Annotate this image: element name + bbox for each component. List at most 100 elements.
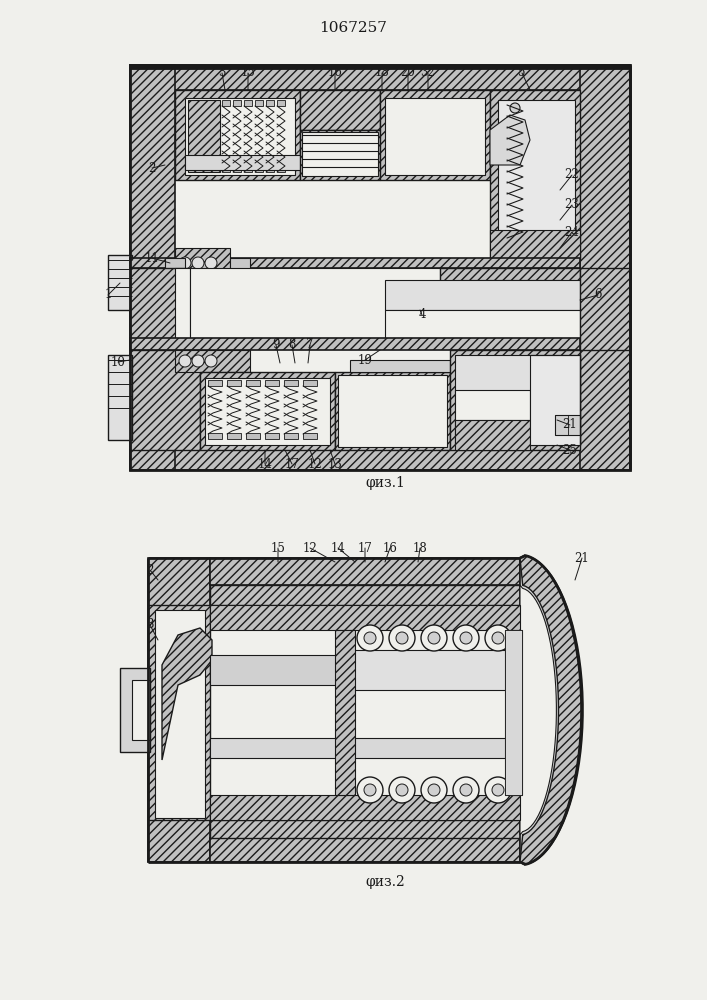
Text: 21: 21 <box>563 418 578 432</box>
Polygon shape <box>380 90 490 180</box>
Polygon shape <box>490 90 580 260</box>
Polygon shape <box>205 378 330 445</box>
Polygon shape <box>350 360 450 372</box>
Polygon shape <box>385 310 580 340</box>
Polygon shape <box>185 155 370 170</box>
Polygon shape <box>462 282 558 335</box>
Polygon shape <box>300 130 380 180</box>
Polygon shape <box>148 558 210 862</box>
Circle shape <box>389 777 415 803</box>
Polygon shape <box>130 65 175 470</box>
Polygon shape <box>490 115 530 165</box>
Polygon shape <box>210 738 520 758</box>
Polygon shape <box>338 375 447 447</box>
Circle shape <box>510 103 520 113</box>
Polygon shape <box>505 630 522 795</box>
Polygon shape <box>277 100 285 106</box>
Polygon shape <box>200 372 335 450</box>
Polygon shape <box>130 268 190 340</box>
Polygon shape <box>302 132 378 176</box>
Circle shape <box>453 625 479 651</box>
Circle shape <box>192 257 204 269</box>
Text: 8: 8 <box>288 338 296 352</box>
Polygon shape <box>130 350 200 450</box>
Polygon shape <box>303 380 317 386</box>
Polygon shape <box>210 605 520 630</box>
Circle shape <box>485 777 511 803</box>
Text: 11: 11 <box>145 251 159 264</box>
Polygon shape <box>175 248 230 278</box>
Polygon shape <box>233 166 241 172</box>
Text: 17: 17 <box>358 542 373 554</box>
Polygon shape <box>244 100 252 106</box>
Polygon shape <box>246 433 260 439</box>
Polygon shape <box>335 372 450 450</box>
Polygon shape <box>210 795 520 820</box>
Circle shape <box>179 257 191 269</box>
Circle shape <box>453 777 479 803</box>
Polygon shape <box>210 820 520 838</box>
Polygon shape <box>185 98 295 175</box>
Text: 12: 12 <box>308 458 322 471</box>
Polygon shape <box>222 100 230 106</box>
Polygon shape <box>244 166 252 172</box>
Polygon shape <box>580 65 630 470</box>
Text: 14: 14 <box>257 458 272 471</box>
Text: 7: 7 <box>306 338 314 352</box>
Polygon shape <box>277 166 285 172</box>
Polygon shape <box>233 100 241 106</box>
Text: 18: 18 <box>413 542 427 554</box>
Circle shape <box>492 784 504 796</box>
Polygon shape <box>148 605 210 820</box>
Circle shape <box>364 632 376 644</box>
Circle shape <box>460 784 472 796</box>
Text: 16: 16 <box>327 66 342 80</box>
Polygon shape <box>265 380 279 386</box>
Text: 1067257: 1067257 <box>319 21 387 35</box>
Polygon shape <box>255 166 263 172</box>
Circle shape <box>364 784 376 796</box>
Polygon shape <box>210 585 520 605</box>
Polygon shape <box>520 555 582 865</box>
Polygon shape <box>165 258 185 272</box>
Text: 1: 1 <box>105 288 112 302</box>
Text: φиз.2: φиз.2 <box>365 875 405 889</box>
Polygon shape <box>227 433 241 439</box>
Polygon shape <box>450 350 580 450</box>
Text: 18: 18 <box>375 66 390 80</box>
Text: 15: 15 <box>271 542 286 554</box>
Polygon shape <box>190 268 440 340</box>
Text: 6: 6 <box>595 288 602 302</box>
Circle shape <box>428 632 440 644</box>
Text: 23: 23 <box>565 198 580 212</box>
Polygon shape <box>108 255 132 310</box>
Polygon shape <box>227 380 241 386</box>
Polygon shape <box>208 433 222 439</box>
Text: 2: 2 <box>146 564 153 576</box>
Polygon shape <box>455 420 530 450</box>
Polygon shape <box>265 433 279 439</box>
Polygon shape <box>530 355 580 445</box>
Polygon shape <box>440 268 580 340</box>
Text: 14: 14 <box>331 542 346 554</box>
Polygon shape <box>222 166 230 172</box>
Circle shape <box>492 632 504 644</box>
Polygon shape <box>520 555 583 865</box>
Text: 4: 4 <box>419 308 426 322</box>
Polygon shape <box>460 280 560 338</box>
Text: 12: 12 <box>303 542 317 554</box>
Polygon shape <box>210 558 520 585</box>
Polygon shape <box>284 433 298 439</box>
Polygon shape <box>385 98 485 175</box>
Circle shape <box>396 632 408 644</box>
Polygon shape <box>132 680 150 740</box>
Circle shape <box>428 784 440 796</box>
Circle shape <box>357 625 383 651</box>
Polygon shape <box>555 415 580 435</box>
Text: 25: 25 <box>563 444 578 456</box>
Polygon shape <box>284 380 298 386</box>
Polygon shape <box>303 433 317 439</box>
Circle shape <box>421 777 447 803</box>
Polygon shape <box>498 100 575 255</box>
Polygon shape <box>266 100 274 106</box>
